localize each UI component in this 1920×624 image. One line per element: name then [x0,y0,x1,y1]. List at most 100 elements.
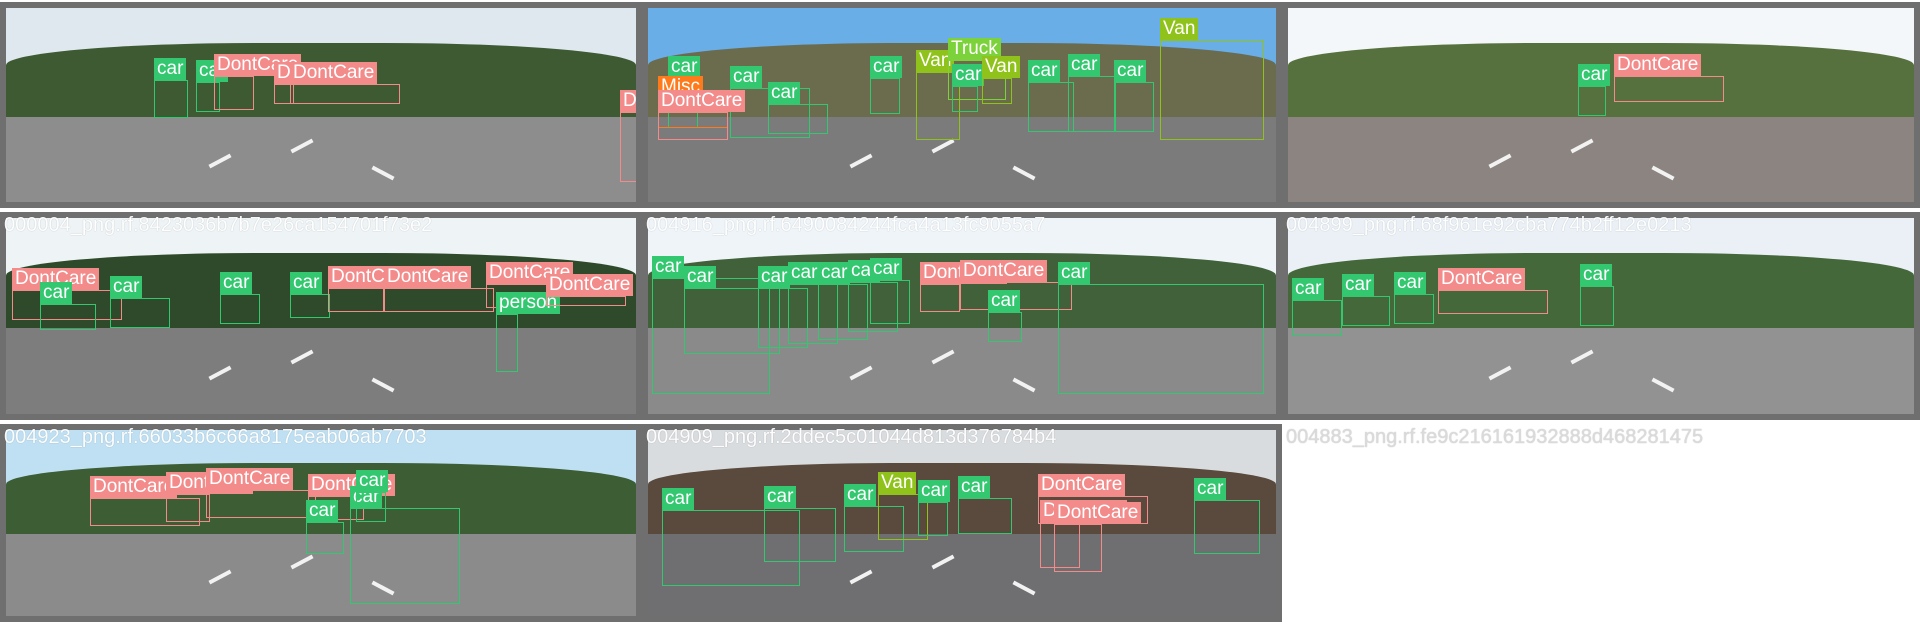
bbox-label: car [952,64,985,86]
bbox-dontcare [620,112,636,182]
bbox-label: car [356,470,389,492]
bbox-label: DontCare [1054,502,1142,524]
bbox-label: car [290,272,323,294]
bbox-label: car [1068,54,1101,76]
bbox-car [1114,82,1154,132]
bbox-label: Van [982,56,1021,78]
bbox-car [870,78,900,114]
bbox-car [1068,76,1116,132]
bbox-car [848,282,898,332]
street-photo: carcarDontCareDontCareDontCareDontCare [6,8,636,202]
bbox-dontcare [290,84,400,104]
bbox-car [758,288,808,348]
image-tile-8: carcarcarVancarcarDontCareDontCareDontCa… [642,424,1282,622]
bbox-label: DontCare [1438,268,1526,290]
bbox-dontcare [90,498,200,526]
bbox-label: car [154,58,187,80]
street-photo: car DontCare [1288,8,1914,202]
road-surface [1288,327,1914,414]
bbox-car [870,280,910,324]
bbox-label: DontCare [1038,474,1126,496]
bbox-label: DontCare [546,274,634,296]
bbox-car [768,104,828,134]
bbox-car [220,294,260,324]
bbox-label: car [220,272,253,294]
bbox-label: car [958,476,991,498]
bbox-car [306,522,344,554]
bbox-label: person [496,292,561,314]
bbox-label: car [1580,264,1613,286]
street-photo: carcarcarcarcarcarcarDontCareDontCarecar… [648,218,1276,414]
image-tile-9: 004883_png.rf.fe9c216161932888d468281475 [1282,424,1920,622]
image-filename: 004883_png.rf.fe9c216161932888d468281475 [1286,426,1704,448]
bbox-label: car [1342,274,1375,296]
bbox-dontcare [1054,524,1102,572]
bbox-label: car [652,256,685,278]
road-surface [6,116,636,202]
bbox-car [818,284,868,340]
road-surface [6,327,636,414]
bbox-car [1292,300,1342,336]
bbox-car [110,298,170,328]
bbox-car [918,502,948,536]
bbox-label: car [1394,272,1427,294]
bbox-dontcare [328,288,384,312]
bbox-label: DontCare [290,62,378,84]
road-surface [648,116,1276,202]
bbox-car [1342,296,1390,326]
bbox-label: Van [1160,18,1199,40]
image-tile-6: car car car DontCare car 004899_png.rf.68f961… [1282,212,1920,420]
bbox-label: car [1114,60,1147,82]
bbox-car [1394,294,1434,324]
bbox-car [788,284,838,344]
bbox-car [764,508,836,562]
bbox-label: Van [878,472,917,494]
bbox-label: DontCare [658,90,746,112]
image-filename: 000004_png.rf.8423036b7b7e26ca154701f73e… [4,214,433,236]
bbox-car [290,294,330,318]
bbox-car [988,312,1022,342]
bbox-label: DontCare [620,90,636,112]
image-filename: 004899_png.rf.68f961e92cba774b2ff12e0213 [1286,214,1692,236]
street-photo: DontCareDontCareDontCareDontCarecarcarca… [6,430,636,616]
bbox-label: car [768,82,801,104]
bbox-car [1194,500,1260,554]
bbox-dontcare [214,76,254,110]
bbox-dontcare [166,494,210,522]
bbox-car [350,508,460,604]
bbox-dontcare [546,296,626,306]
bbox-label: car [1028,60,1061,82]
bbox-label: car [788,262,821,284]
bbox-label: car [730,66,763,88]
bbox-car [844,506,904,552]
image-tile-1: carcarDontCareDontCareDontCareDontCare [0,2,642,208]
bbox-label: car [758,266,791,288]
bbox-label: car [1292,278,1325,300]
bbox-label: DontCare [960,260,1048,282]
bbox-car [1578,86,1606,116]
bbox-label: DontCare [12,268,100,290]
image-tile-2: car car Misc DontCare car car Van Truck car Van ca… [642,2,1282,208]
bbox-car [684,288,780,354]
image-tile-4: DontCare car car car car DontCare DontCare Dont… [0,212,642,420]
bbox-label: car [1058,262,1091,284]
street-photo: car car Misc DontCare car car Van Truck car Van ca… [648,8,1276,202]
bbox-dontcare [920,284,960,312]
bbox-label: car [918,480,951,502]
bbox-label: car [306,500,339,522]
bbox-dontcare [274,84,294,104]
bbox-label: car [988,290,1021,312]
bbox-van [878,494,928,540]
bbox-dontcare [384,288,494,312]
bbox-label: DontCare [206,468,294,490]
image-filename: 004916_png.rf.6490084244fca4a13fc9055a7 [646,214,1046,236]
bbox-label: car [668,56,701,78]
bbox-car [1058,284,1264,394]
street-photo: car car car DontCare car [1288,218,1914,414]
bbox-label: car [870,56,903,78]
bbox-label: DontCare [1614,54,1702,76]
bbox-label: car [844,484,877,506]
bbox-label: car [870,258,903,280]
image-tile-3: car DontCare [1282,2,1920,208]
